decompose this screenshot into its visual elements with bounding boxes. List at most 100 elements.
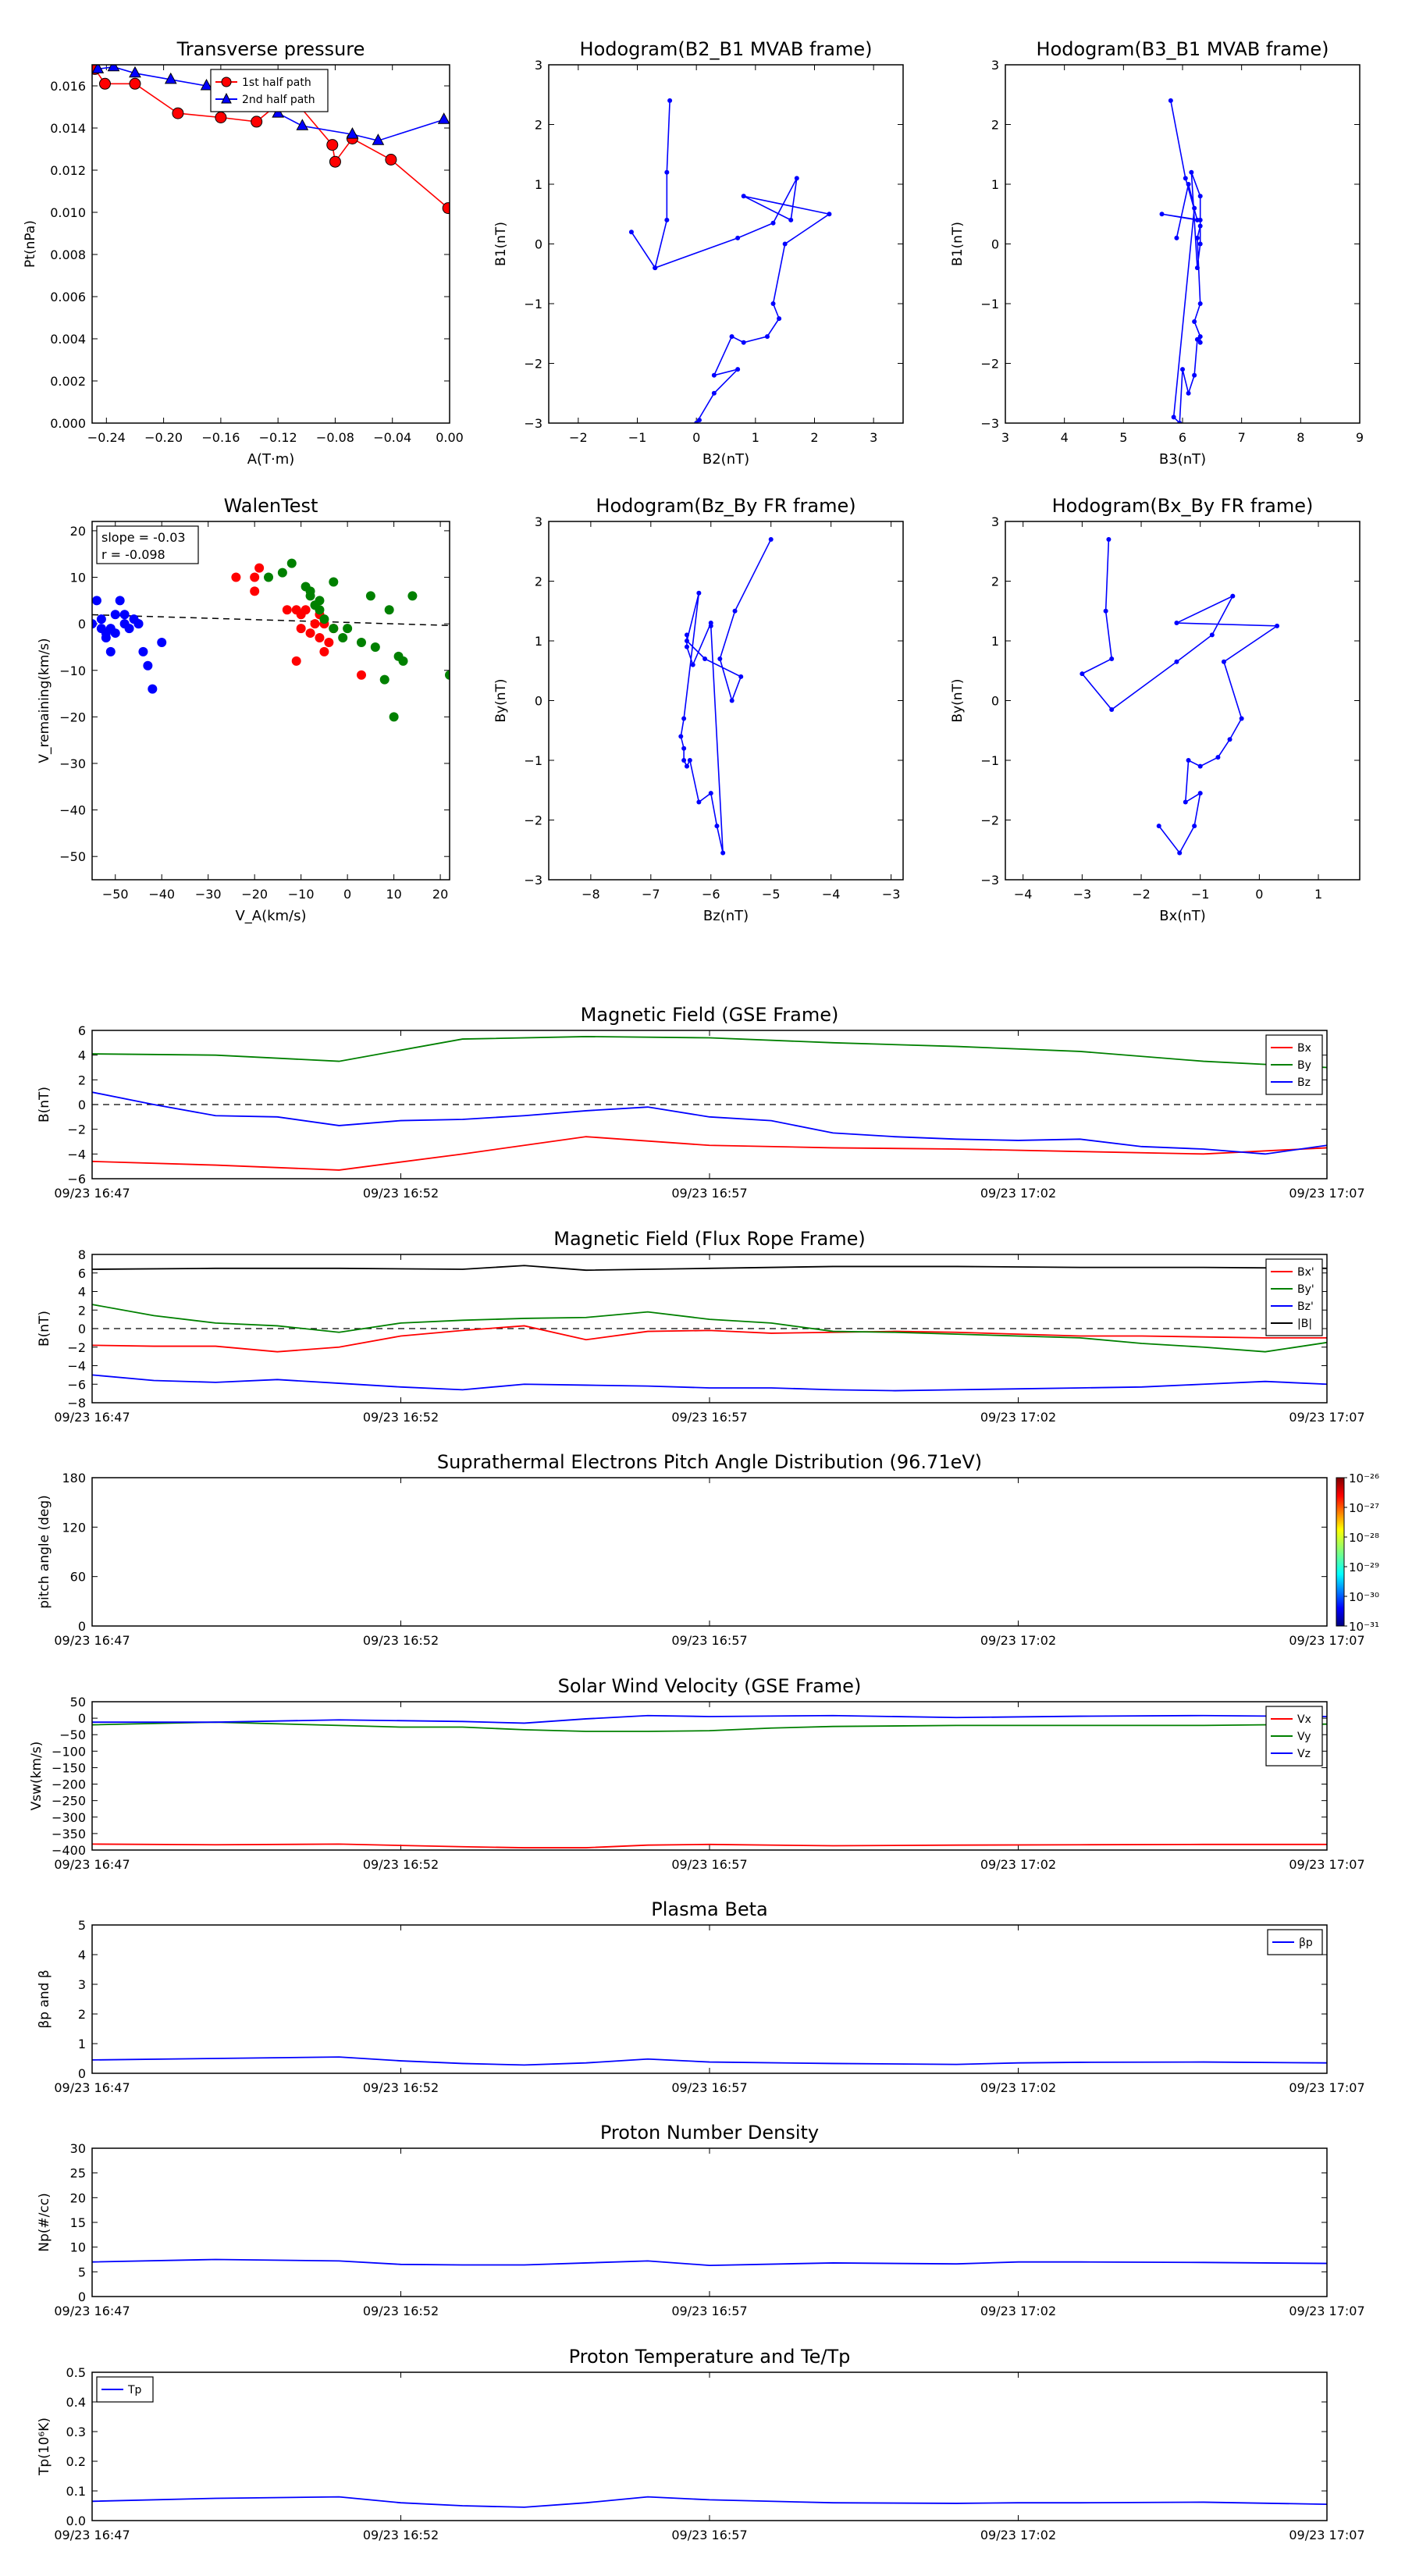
y-tick-label: 0.014 (50, 121, 86, 136)
legend: 1st half path 2nd half path (210, 69, 329, 112)
x-tick-label: −4 (822, 887, 841, 902)
x-axis-label: A(T·m) (247, 451, 295, 468)
x-tick-label: 0.00 (436, 430, 464, 445)
data-point (129, 77, 141, 90)
y-axis-label: V_remaining(km/s) (37, 638, 52, 763)
y-axis-ticks: 0 5 10 15 20 25 30 (70, 2141, 1327, 2304)
legend: Tp (96, 2376, 154, 2403)
x-axis-label: Bz(nT) (703, 908, 749, 924)
y-tick-label: −350 (52, 1827, 86, 1841)
legend-label: Vz (1297, 1748, 1311, 1760)
data-point (741, 340, 746, 345)
x-tick-label: 09/23 16:52 (363, 1857, 439, 1872)
data-point (735, 367, 741, 372)
colorbar-label: 10⁻²⁸ (1349, 1531, 1379, 1545)
plot-frame (91, 64, 450, 424)
data-point (717, 656, 723, 661)
plot-area (92, 1714, 1327, 1848)
y-tick-label: −6 (67, 1377, 86, 1392)
y-tick-label: 10 (70, 2240, 86, 2255)
x-tick-label: 09/23 16:57 (671, 2304, 747, 2318)
chart-title: Solar Wind Velocity (GSE Frame) (558, 1675, 862, 1697)
y-tick-label: 20 (70, 524, 86, 539)
y-tick-label: −400 (52, 1843, 86, 1858)
y-tick-label: 0.012 (50, 163, 86, 178)
data-point (1109, 706, 1115, 712)
data-point (445, 670, 450, 680)
data-point (1239, 716, 1244, 721)
x-tick-label: 09/23 17:07 (1289, 2080, 1364, 2095)
plot-frame (91, 2147, 1328, 2297)
data-point (827, 212, 832, 217)
data-point (379, 674, 389, 685)
y-tick-label: 0.016 (50, 79, 86, 94)
data-point (720, 850, 726, 856)
data-point (1192, 205, 1197, 211)
x-tick-label: 09/23 16:47 (54, 1410, 130, 1425)
y-tick-label: −1 (980, 753, 999, 768)
y-tick-label: 0 (78, 617, 86, 632)
data-point (770, 220, 776, 226)
y-tick-label: 6 (78, 1023, 86, 1038)
legend-label: By' (1297, 1283, 1314, 1296)
y-tick-label: −4 (67, 1147, 86, 1162)
x-tick-label: 09/23 17:02 (980, 1633, 1056, 1648)
y-tick-label: 0.004 (50, 332, 86, 347)
data-point (1171, 415, 1176, 420)
data-point (741, 194, 746, 199)
data-point (1103, 608, 1108, 614)
x-tick-label: 09/23 16:52 (363, 1186, 439, 1201)
y-tick-label: 1 (535, 177, 542, 192)
data-point (1194, 336, 1200, 342)
data-point (1197, 340, 1203, 345)
data-point (1209, 632, 1215, 638)
plot-frame (91, 1254, 1328, 1404)
data-point (254, 563, 265, 573)
x-tick-label: 09/23 16:52 (363, 1410, 439, 1425)
data-point (738, 674, 744, 679)
y-tick-label: 1 (78, 2037, 86, 2051)
data-point (1194, 265, 1200, 271)
y-axis-ticks: 0 1 2 3 4 5 (78, 1918, 1327, 2081)
series-line-Bz (92, 1091, 1327, 1155)
y-tick-label: −3 (980, 416, 999, 431)
y-tick-label: 3 (991, 514, 999, 529)
data-point (164, 72, 177, 84)
data-point (1230, 593, 1236, 599)
chart-hxy: Hodogram(Bx_By FR frame) −3 −2 −1 0 1 2 3 −4 −3 −2… (950, 495, 1361, 924)
data-point (107, 65, 120, 72)
plot-area (678, 536, 774, 856)
x-axis-ticks: 09/23 16:47 09/23 16:52 09/23 16:57 09/23 1… (54, 1478, 1365, 1648)
x-tick-label: 09/23 16:52 (363, 1633, 439, 1648)
data-point (684, 644, 689, 649)
x-tick-label: 09/23 16:47 (54, 2304, 130, 2318)
data-point (1197, 334, 1203, 340)
x-tick-label: 5 (1119, 430, 1127, 445)
data-point (346, 127, 359, 139)
plot-frame (91, 521, 450, 881)
y-tick-label: 0 (78, 2066, 86, 2081)
x-tick-label: 09/23 17:02 (980, 1410, 1056, 1425)
y-tick-label: 4 (78, 1048, 86, 1063)
plot-area (92, 1036, 1327, 1171)
data-point (98, 77, 111, 90)
y-tick-label: 0.1 (66, 2484, 86, 2499)
colorbar-label: 10⁻²⁹ (1349, 1560, 1379, 1574)
legend-label: Tp (127, 2384, 142, 2396)
y-tick-label: 0.008 (50, 247, 86, 262)
data-point (1194, 235, 1200, 240)
x-tick-label: 1 (752, 430, 759, 445)
y-tick-label: −3 (524, 873, 542, 888)
x-tick-label: −0.24 (87, 430, 126, 445)
x-tick-label: −2 (1132, 887, 1151, 902)
data-point (319, 614, 329, 624)
data-point (708, 621, 713, 626)
fit-line (92, 614, 450, 627)
y-tick-label: 25 (70, 2166, 86, 2181)
x-tick-label: −40 (148, 887, 175, 902)
y-axis-ticks: −3 −2 −1 0 1 2 3 (524, 514, 903, 888)
y-tick-label: 0.5 (66, 2365, 86, 2380)
y-tick-label: 2 (991, 118, 999, 133)
